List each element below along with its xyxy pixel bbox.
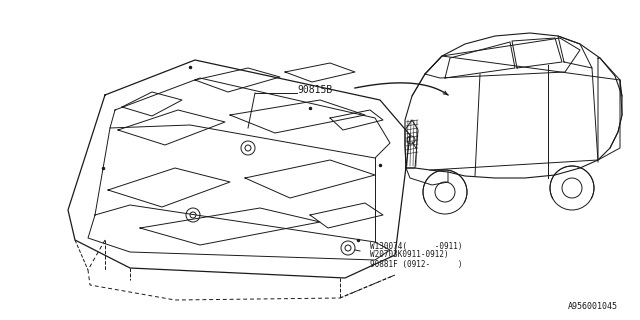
Text: 90815B: 90815B [297, 85, 332, 95]
Text: W20703K0911-0912): W20703K0911-0912) [370, 251, 449, 260]
Text: 90881F (0912-      ): 90881F (0912- ) [370, 260, 463, 268]
Text: W130074(      -0911): W130074( -0911) [370, 242, 463, 251]
Text: A956001045: A956001045 [568, 302, 618, 311]
